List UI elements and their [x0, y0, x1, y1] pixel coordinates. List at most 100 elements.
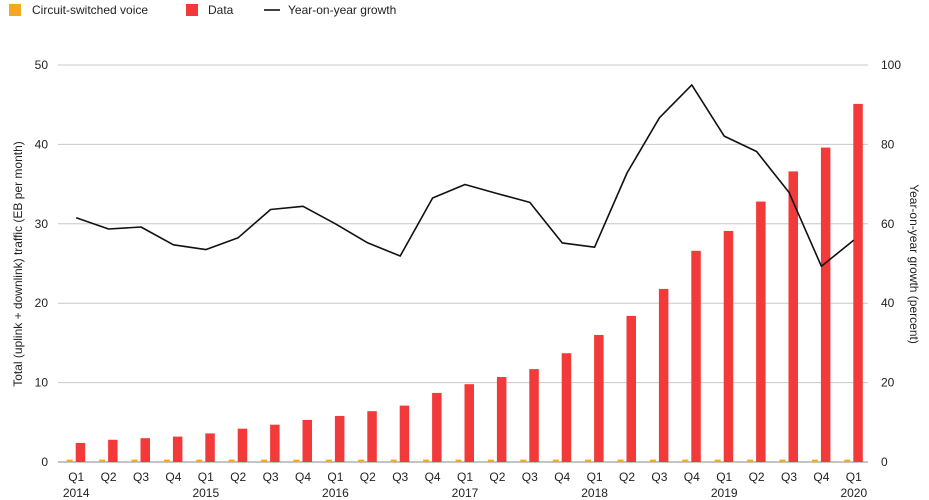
voice-bar: [423, 459, 430, 462]
voice-bar: [649, 459, 656, 462]
gridlines: [58, 64, 868, 463]
x-tick-label: Q1: [327, 470, 343, 484]
legend: Circuit-switched voice Data Year-on-year…: [9, 3, 396, 17]
x-tick-label: Q2: [749, 470, 765, 484]
voice-bar: [487, 459, 494, 462]
right-axis-title: Year-on-year growth (percent): [907, 184, 921, 344]
x-tick-label: Q4: [554, 470, 570, 484]
right-tick-label: 20: [881, 376, 895, 390]
year-label: 2020: [840, 486, 867, 500]
year-label: 2018: [581, 486, 608, 500]
data-bar: [756, 201, 766, 462]
left-tick-label: 50: [35, 58, 49, 72]
right-tick-label: 100: [881, 58, 901, 72]
right-tick-label: 60: [881, 217, 895, 231]
x-tick-label: Q3: [263, 470, 279, 484]
data-bar: [626, 315, 636, 462]
x-axis-ticks: Q1 Q2 Q3 Q4 Q1 Q2 Q3 Q4 Q1 Q2 Q3 Q4 Q1 Q2 Q3 Q4 Q1 Q2 Q3 Q4…: [63, 470, 868, 500]
left-tick-label: 0: [41, 455, 48, 469]
voice-bar: [131, 459, 138, 462]
voice-bar: [261, 459, 268, 462]
data-bar: [788, 171, 798, 462]
voice-bar: [455, 459, 462, 462]
data-bar: [432, 392, 442, 462]
data-bar: [820, 147, 831, 463]
voice-bar: [163, 459, 170, 462]
data-bar: [399, 405, 410, 462]
x-tick-label: Q2: [101, 470, 117, 484]
data-bar: [691, 250, 701, 462]
voice-bar: [228, 459, 235, 462]
x-tick-label: Q3: [781, 470, 797, 484]
legend-swatch-data: [186, 4, 198, 16]
x-tick-label: Q2: [619, 470, 635, 484]
legend-swatch-voice: [9, 4, 21, 16]
year-label: 2016: [322, 486, 349, 500]
year-label: 2015: [192, 486, 219, 500]
year-label: 2017: [452, 486, 479, 500]
x-tick-label: Q4: [165, 470, 181, 484]
voice-bar: [682, 459, 689, 462]
data-bar: [270, 424, 280, 462]
growth-line: [75, 84, 855, 268]
data-bar: [594, 334, 604, 462]
data-bar: [496, 377, 507, 462]
left-tick-label: 30: [35, 217, 49, 231]
x-tick-label: Q2: [360, 470, 376, 484]
data-bar: [237, 428, 248, 462]
growth-line-group: [75, 84, 855, 268]
data-bar: [302, 419, 312, 462]
data-bar: [140, 438, 150, 462]
x-tick-label: Q2: [489, 470, 505, 484]
voice-bar: [293, 459, 300, 462]
year-label: 2019: [711, 486, 738, 500]
legend-label-growth: Year-on-year growth: [288, 3, 396, 17]
data-bar: [464, 384, 474, 462]
voice-bar: [66, 459, 73, 462]
x-tick-label: Q3: [133, 470, 149, 484]
legend-label-data: Data: [208, 3, 234, 17]
voice-bar: [585, 459, 592, 462]
data-bar: [658, 288, 669, 462]
voice-bar: [99, 459, 106, 462]
x-tick-label: Q3: [392, 470, 408, 484]
data-bar: [108, 439, 118, 462]
data-bar: [367, 411, 377, 462]
voice-bar: [552, 459, 559, 462]
left-tick-label: 20: [35, 296, 49, 310]
voice-bar: [390, 459, 397, 462]
data-bar: [853, 103, 863, 462]
voice-bar: [747, 459, 754, 462]
data-bars: [75, 103, 863, 463]
data-bar: [529, 369, 539, 462]
x-tick-label: Q1: [846, 470, 862, 484]
x-tick-label: Q4: [295, 470, 311, 484]
data-bar: [75, 442, 86, 462]
data-bar: [334, 415, 345, 462]
x-tick-label: Q4: [425, 470, 441, 484]
voice-bar: [196, 459, 203, 462]
right-tick-label: 80: [881, 137, 895, 151]
data-bar: [723, 230, 734, 462]
right-axis-ticks: 0 20 40 60 80 100: [881, 58, 901, 469]
left-tick-label: 40: [35, 137, 49, 151]
voice-bar: [714, 459, 721, 462]
x-tick-label: Q2: [230, 470, 246, 484]
voice-bar: [520, 459, 527, 462]
left-tick-label: 10: [35, 376, 49, 390]
data-bar: [172, 436, 183, 462]
right-tick-label: 0: [881, 455, 888, 469]
year-label: 2014: [63, 486, 90, 500]
left-axis-title: Total (uplink + downlink) traffic (EB pe…: [11, 141, 25, 387]
x-tick-label: Q1: [198, 470, 214, 484]
x-tick-label: Q3: [651, 470, 667, 484]
voice-bars: [66, 459, 851, 462]
voice-bar: [844, 459, 851, 462]
voice-bar: [358, 459, 365, 462]
x-tick-label: Q1: [457, 470, 473, 484]
data-bar: [205, 433, 215, 462]
x-tick-label: Q4: [684, 470, 700, 484]
x-tick-label: Q1: [716, 470, 732, 484]
x-tick-label: Q1: [68, 470, 84, 484]
